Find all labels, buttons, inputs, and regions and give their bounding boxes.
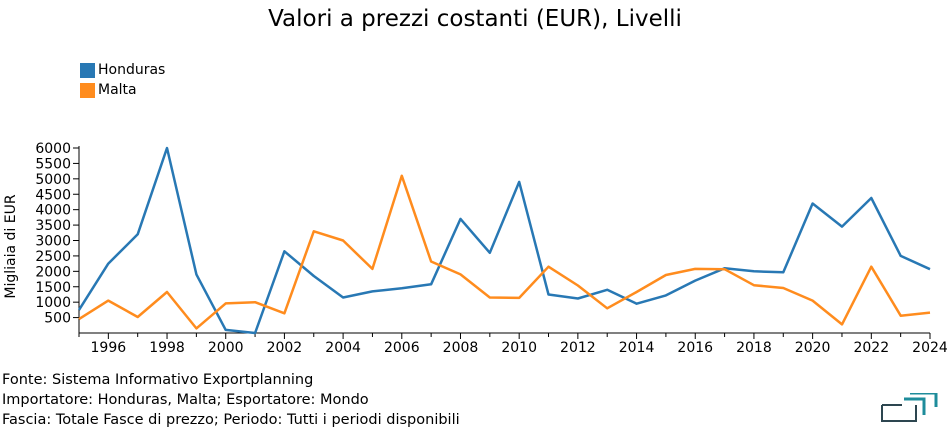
- legend-item-honduras[interactable]: Honduras: [80, 60, 165, 80]
- y-tick-label: 2500: [35, 249, 71, 265]
- footer-importer: Importatore: Honduras, Malta; Esportator…: [2, 392, 369, 408]
- x-tick-label: 2008: [443, 340, 479, 356]
- y-tick-label: 500: [44, 311, 71, 327]
- x-tick-label: 2014: [619, 340, 655, 356]
- x-tick-label: 2020: [795, 340, 831, 356]
- x-tick-label: 1996: [91, 340, 127, 356]
- series-line-honduras: [77, 146, 931, 335]
- exportplanning-logo: [881, 393, 938, 422]
- legend-swatch-malta: [80, 82, 95, 98]
- y-tick-label: 4500: [35, 187, 71, 203]
- x-tick-label: 2006: [384, 340, 420, 356]
- legend-swatch-honduras: [80, 62, 95, 78]
- line-chart: 1996 1998 2000 2002 2004 2006 2008 2010 2012 2014…: [3, 141, 948, 356]
- x-tick-label: 2022: [853, 340, 889, 356]
- y-tick-label: 1500: [35, 280, 71, 296]
- footer-notes: Fonte: Sistema Informativo Exportplannin…: [2, 370, 460, 430]
- y-tick-label: 5000: [35, 172, 71, 188]
- y-tick-label: 3000: [35, 234, 71, 250]
- x-tick-label: 2012: [560, 340, 596, 356]
- x-tick-label: 2002: [267, 340, 303, 356]
- x-tick-label: 2018: [736, 340, 772, 356]
- legend-label-honduras: Honduras: [98, 62, 166, 78]
- legend: Honduras Malta: [80, 60, 165, 100]
- footer-range: Fascia: Totale Fasce di prezzo; Periodo:…: [2, 412, 460, 428]
- x-tick-label: 2004: [325, 340, 361, 356]
- series-line-malta: [78, 174, 931, 330]
- y-tick-label: 4000: [35, 203, 71, 219]
- y-tick-label: 6000: [35, 141, 71, 157]
- y-axis-label: Migliaia di EUR: [3, 194, 19, 298]
- legend-item-malta[interactable]: Malta: [80, 80, 165, 100]
- x-tick-label: 1998: [149, 340, 185, 356]
- x-tick-label: 2000: [208, 340, 244, 356]
- y-tick-label: 1000: [35, 295, 71, 311]
- y-tick-label: 3500: [35, 218, 71, 234]
- chart-title: Valori a prezzi costanti (EUR), Livelli: [268, 6, 682, 32]
- footer-source: Fonte: Sistema Informativo Exportplannin…: [2, 372, 314, 388]
- legend-label-malta: Malta: [98, 82, 137, 98]
- y-tick-label: 5500: [35, 156, 71, 172]
- x-tick-label: 2016: [677, 340, 713, 356]
- x-tick-label: 2010: [501, 340, 537, 356]
- y-tick-label: 2000: [35, 264, 71, 280]
- x-tick-label: 2024: [912, 340, 948, 356]
